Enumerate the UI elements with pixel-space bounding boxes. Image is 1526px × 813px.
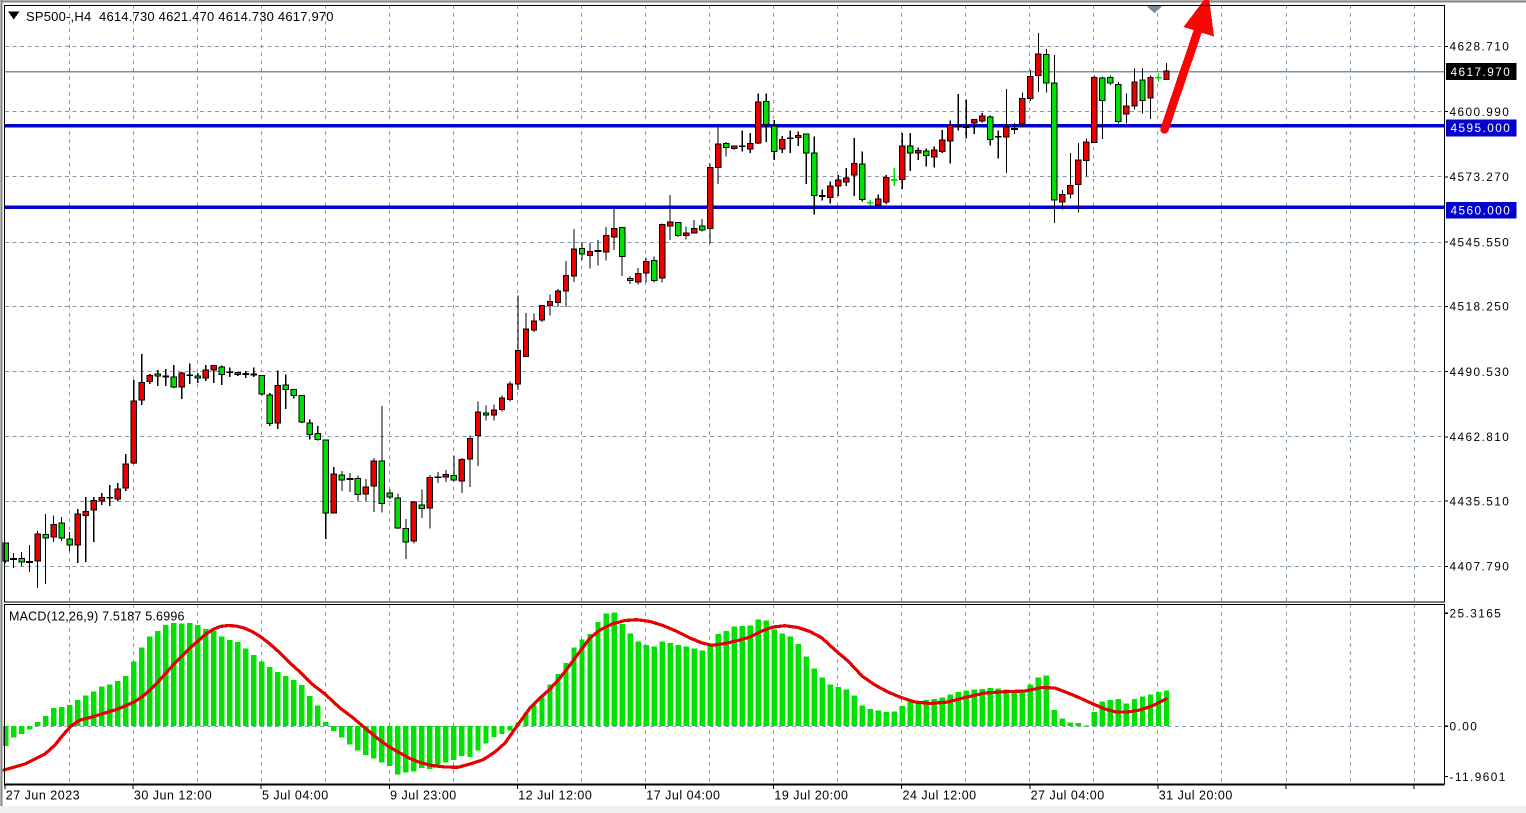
svg-text:4560.000: 4560.000 <box>1451 203 1512 217</box>
svg-text:27 Jun 2023: 27 Jun 2023 <box>6 789 80 803</box>
svg-text:4490.530: 4490.530 <box>1450 365 1511 379</box>
svg-text:31 Jul 20:00: 31 Jul 20:00 <box>1159 789 1233 803</box>
svg-text:4518.250: 4518.250 <box>1450 300 1511 314</box>
svg-text:19 Jul 20:00: 19 Jul 20:00 <box>774 789 848 803</box>
svg-text:4600.990: 4600.990 <box>1450 105 1511 119</box>
svg-text:30 Jun 12:00: 30 Jun 12:00 <box>134 789 212 803</box>
svg-text:12 Jul 12:00: 12 Jul 12:00 <box>518 789 592 803</box>
svg-text:4435.510: 4435.510 <box>1450 494 1511 508</box>
svg-text:25.3165: 25.3165 <box>1450 606 1503 620</box>
svg-text:9 Jul 23:00: 9 Jul 23:00 <box>390 789 457 803</box>
svg-text:24 Jul 12:00: 24 Jul 12:00 <box>903 789 977 803</box>
svg-text:17 Jul 04:00: 17 Jul 04:00 <box>646 789 720 803</box>
svg-text:MACD(12,26,9) 7.5187 5.6996: MACD(12,26,9) 7.5187 5.6996 <box>9 610 185 624</box>
svg-text:4462.810: 4462.810 <box>1450 430 1511 444</box>
svg-text:27 Jul 04:00: 27 Jul 04:00 <box>1031 789 1105 803</box>
svg-text:4595.000: 4595.000 <box>1451 121 1512 135</box>
svg-text:5 Jul 04:00: 5 Jul 04:00 <box>262 789 329 803</box>
svg-text:4573.270: 4573.270 <box>1450 170 1511 184</box>
svg-text:4617.970: 4617.970 <box>1451 65 1512 79</box>
svg-text:4628.710: 4628.710 <box>1450 40 1511 54</box>
svg-text:0.00: 0.00 <box>1450 719 1479 733</box>
svg-text:4407.790: 4407.790 <box>1450 560 1511 574</box>
svg-text:SP500-,H4 4614.730 4621.470 4: SP500-,H4 4614.730 4621.470 4614.730 461… <box>26 9 334 24</box>
svg-text:4545.550: 4545.550 <box>1450 235 1511 249</box>
svg-text:-11.9601: -11.9601 <box>1450 770 1507 784</box>
